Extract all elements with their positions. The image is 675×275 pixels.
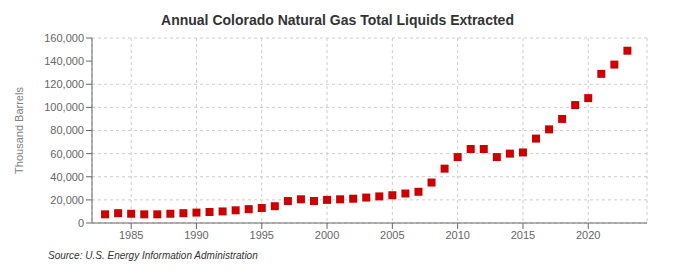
svg-text:2005: 2005 bbox=[380, 229, 404, 241]
svg-text:1985: 1985 bbox=[119, 229, 143, 241]
svg-text:Thousand Barrels: Thousand Barrels bbox=[13, 87, 25, 174]
svg-text:100,000: 100,000 bbox=[44, 101, 84, 113]
svg-text:2020: 2020 bbox=[576, 229, 600, 241]
svg-text:80,000: 80,000 bbox=[50, 124, 84, 136]
svg-text:2000: 2000 bbox=[315, 229, 339, 241]
svg-text:140,000: 140,000 bbox=[44, 55, 84, 67]
svg-text:120,000: 120,000 bbox=[44, 78, 84, 90]
html-text:Source: U.S. Energy Informatio: Source: U.S. Energy Information Administ… bbox=[48, 250, 258, 261]
svg-text:20,000: 20,000 bbox=[50, 194, 84, 206]
svg-text:1990: 1990 bbox=[184, 229, 208, 241]
svg-text:2015: 2015 bbox=[511, 229, 535, 241]
svg-text:0: 0 bbox=[78, 217, 84, 229]
svg-text:160,000: 160,000 bbox=[44, 32, 84, 44]
html-text:Annual Colorado Natural Gas To: Annual Colorado Natural Gas Total Liquid… bbox=[161, 12, 514, 28]
svg-text:1995: 1995 bbox=[250, 229, 274, 241]
svg-text:2010: 2010 bbox=[445, 229, 469, 241]
svg-text:40,000: 40,000 bbox=[50, 171, 84, 183]
svg-text:60,000: 60,000 bbox=[50, 148, 84, 160]
